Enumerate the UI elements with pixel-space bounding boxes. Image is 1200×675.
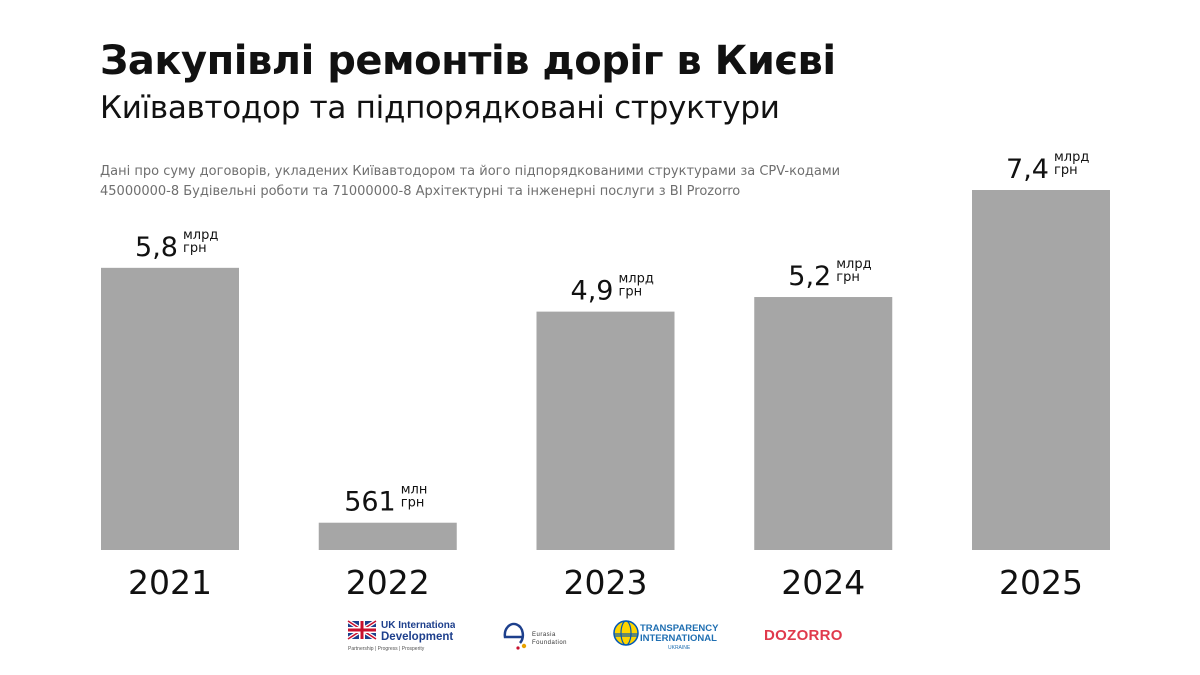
uk-international-development-logo: UK International Development Partnership…: [346, 619, 455, 652]
globe-icon: [613, 620, 639, 646]
value-label-2021: 5,8: [135, 232, 178, 263]
category-label-2025: 2025: [999, 563, 1083, 602]
dozorro-logo: DOZORRO: [764, 627, 843, 644]
unit-label-bottom-2021: грн: [183, 241, 207, 256]
bar-2023: [536, 311, 675, 550]
page-title: Закупівлі ремонтів доріг в Києві: [100, 38, 836, 84]
bar-2021: [101, 267, 239, 550]
ukid-tagline: Partnership | Progress | Prosperity: [348, 646, 425, 652]
source-note: Дані про суму договорів, укладених Київа…: [100, 162, 900, 202]
unit-label-bottom-2024: грн: [836, 270, 860, 285]
category-label-2022: 2022: [346, 563, 430, 602]
bar-2022: [318, 522, 457, 550]
uk-flag-icon: [346, 619, 378, 641]
source-note-line-2: 45000000-8 Будівельні роботи та 71000000…: [100, 184, 741, 199]
unit-label-top-2025: млрд: [1054, 150, 1089, 165]
category-label-2023: 2023: [564, 563, 648, 602]
eurasia-foundation-logo: Eurasia Foundation: [503, 622, 567, 650]
bar-2024: [754, 297, 893, 550]
value-label-2025: 7,4: [1006, 154, 1049, 185]
ti-line-3: UKRAINE: [668, 645, 691, 651]
dozorro-wordmark: DOZORRO: [764, 627, 843, 644]
ti-line-2: INTERNATIONAL: [640, 633, 717, 644]
category-label-2024: 2024: [781, 563, 865, 602]
ti-line-1: TRANSPARENCY: [640, 623, 719, 634]
unit-label-bottom-2023: грн: [619, 285, 643, 300]
unit-label-top-2024: млрд: [836, 257, 871, 272]
unit-label-top-2021: млрд: [183, 228, 218, 243]
unit-label-bottom-2022: грн: [401, 496, 425, 511]
ukid-line-1: UK International: [381, 620, 455, 631]
eurasia-line-1: Eurasia: [532, 632, 556, 638]
bar-2025: [972, 190, 1110, 550]
value-label-2024: 5,2: [788, 261, 831, 292]
source-note-line-1: Дані про суму договорів, укладених Київа…: [100, 164, 841, 179]
category-label-2021: 2021: [128, 563, 212, 602]
unit-label-top-2023: млрд: [619, 272, 654, 287]
unit-label-bottom-2025: грн: [1054, 163, 1078, 178]
page-subtitle: Київавтодор та підпорядковані структури: [100, 90, 780, 126]
eurasia-line-2: Foundation: [532, 640, 567, 646]
unit-label-top-2022: млн: [401, 483, 428, 498]
value-label-2023: 4,9: [571, 276, 614, 307]
transparency-international-ukraine-logo: TRANSPARENCY INTERNATIONAL UKRAINE: [613, 620, 719, 651]
value-label-2022: 561: [344, 487, 396, 518]
eurasia-e-icon: [503, 622, 527, 650]
ukid-line-2: Development: [381, 631, 453, 643]
